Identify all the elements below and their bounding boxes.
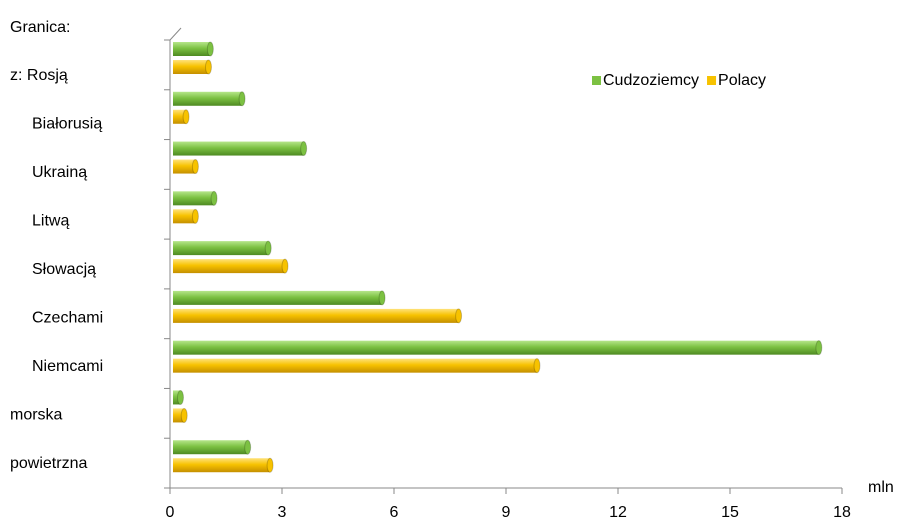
legend-label: Cudzoziemcy xyxy=(603,72,699,89)
bar-cap xyxy=(204,59,212,75)
x-tick-label: 18 xyxy=(833,504,851,521)
bar-cap xyxy=(180,407,188,423)
bar-cap xyxy=(191,159,199,175)
bar-cap xyxy=(815,340,823,356)
bar xyxy=(173,241,269,256)
bar-cap xyxy=(182,109,190,125)
bar xyxy=(173,259,285,274)
bar xyxy=(173,358,537,373)
x-tick-label: 3 xyxy=(278,504,287,521)
bar-cap xyxy=(264,240,272,256)
bar-cap xyxy=(378,290,386,306)
y-tick-label: Niemcami xyxy=(32,358,103,375)
category-header: Granica: xyxy=(10,19,70,36)
bar xyxy=(173,340,819,355)
y-tick-label: Słowacją xyxy=(32,261,96,278)
bar-cap xyxy=(191,208,199,224)
bar xyxy=(173,390,181,405)
legend-label: Polacy xyxy=(718,72,766,89)
y-tick-label: z: Rosją xyxy=(10,67,68,84)
y-tick-label: Białorusią xyxy=(32,116,102,133)
bar xyxy=(173,60,209,74)
bar xyxy=(173,159,196,174)
bar xyxy=(173,141,304,156)
bar-cap xyxy=(281,258,289,274)
bar xyxy=(173,209,196,224)
bar-cap xyxy=(300,141,308,157)
bar xyxy=(173,290,383,305)
bar xyxy=(173,458,271,473)
bar-cap xyxy=(266,457,274,473)
y-tick-label: Czechami xyxy=(32,310,103,327)
bar xyxy=(173,408,185,423)
x-tick-label: 12 xyxy=(609,504,627,521)
bar-cap xyxy=(238,91,246,107)
bar-cap xyxy=(244,439,252,455)
bar-cap xyxy=(210,190,218,206)
bar xyxy=(173,308,459,323)
legend-swatch xyxy=(707,76,717,85)
bar xyxy=(173,440,248,455)
y-tick-label: Ukrainą xyxy=(32,164,87,181)
axis-wall xyxy=(169,27,182,41)
legend-swatch xyxy=(592,76,601,85)
x-tick-label: 15 xyxy=(721,504,739,521)
x-tick-label: 6 xyxy=(390,504,399,521)
bar xyxy=(173,191,215,206)
bar-cap xyxy=(206,41,214,57)
bar-cap xyxy=(455,308,463,324)
y-tick-label: Litwą xyxy=(32,213,69,230)
bar xyxy=(173,42,211,56)
x-tick-label: 9 xyxy=(502,504,511,521)
bar-cap xyxy=(176,389,184,405)
y-tick-label: morska xyxy=(10,407,63,424)
bar-cap xyxy=(533,358,541,374)
x-axis-label: mln xyxy=(868,479,894,496)
x-tick-label: 0 xyxy=(166,504,175,521)
bar xyxy=(173,91,243,106)
y-tick-label: powietrzna xyxy=(10,455,87,472)
bar xyxy=(173,109,187,124)
